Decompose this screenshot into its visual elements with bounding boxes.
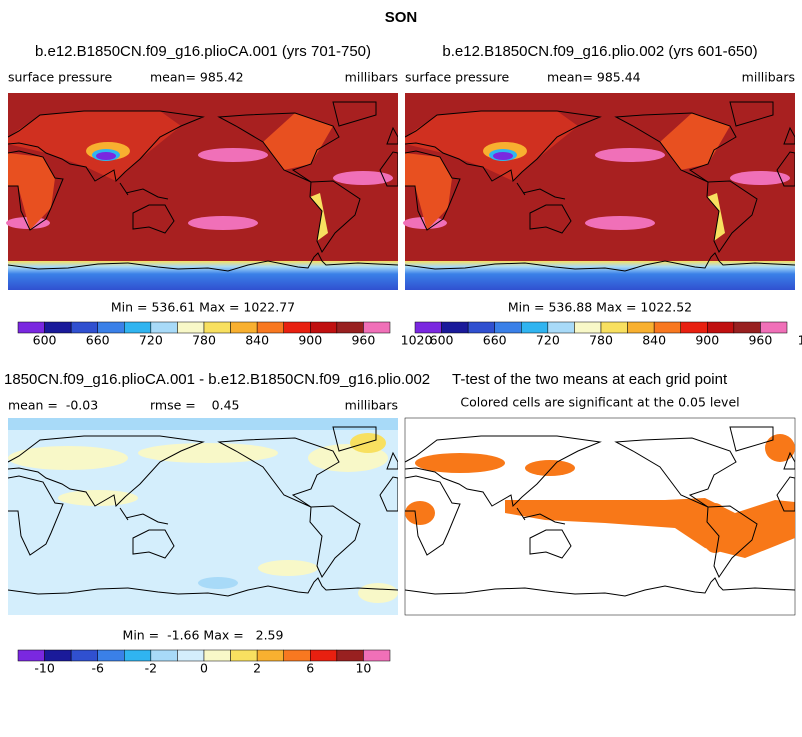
- colorbar-box: [44, 649, 72, 662]
- panel-subtitle: Colored cells are significant at the 0.0…: [460, 395, 739, 410]
- colorbar-box: [177, 649, 205, 662]
- colorbar-box: [150, 649, 178, 662]
- colorbar-label: 960: [748, 333, 772, 348]
- colorbar-box: [70, 321, 98, 334]
- colorbar-label: 900: [298, 333, 322, 348]
- colorbar-label: 960: [351, 333, 375, 348]
- colorbar-box: [680, 321, 708, 334]
- colorbar-box: [230, 321, 258, 334]
- colorbar-label: 660: [483, 333, 507, 348]
- colorbar-label: 0: [200, 661, 208, 676]
- panel-title: T-test of the two means at each grid poi…: [452, 371, 728, 388]
- panel-title: 1850CN.f09_g16.plioCA.001 - b.e12.B1850C…: [4, 371, 430, 388]
- colorbar-box: [70, 649, 98, 662]
- center-label: rmse = 0.45: [150, 398, 239, 413]
- map-panel: [6, 93, 398, 290]
- colorbar-box: [653, 321, 681, 334]
- colorbar-box: [203, 649, 231, 662]
- figure-title: SON: [385, 9, 418, 26]
- colorbar-label: 10: [355, 661, 371, 676]
- colorbar-box: [707, 321, 735, 334]
- colorbar-label: -6: [91, 661, 104, 676]
- panel-title: b.e12.B1850CN.f09_g16.plio.002 (yrs 601-…: [442, 43, 757, 60]
- colorbar-label: 780: [589, 333, 613, 348]
- map-panel: [8, 418, 398, 615]
- colorbar-box: [283, 649, 311, 662]
- colorbar-box: [547, 321, 575, 334]
- colorbar-box: [310, 321, 338, 334]
- colorbar-box: [600, 321, 628, 334]
- colorbar-box: [17, 321, 45, 334]
- colorbar-box: [203, 321, 231, 334]
- colorbar-label: 1020: [401, 333, 433, 348]
- colorbar-box: [230, 649, 258, 662]
- colorbar-box: [760, 321, 788, 334]
- colorbar-box: [414, 321, 442, 334]
- colorbar-box: [283, 321, 311, 334]
- center-label: mean= 985.42: [150, 70, 244, 85]
- colorbar-box: [97, 321, 125, 334]
- colorbar-label: 840: [642, 333, 666, 348]
- colorbar-box: [124, 321, 152, 334]
- colorbar-box: [494, 321, 522, 334]
- colorbar-box: [256, 649, 284, 662]
- colorbar-box: [310, 649, 338, 662]
- colorbar-label: 720: [536, 333, 560, 348]
- colorbar-box: [363, 321, 391, 334]
- map-panel: [404, 417, 796, 616]
- center-label: mean= 985.44: [547, 70, 641, 85]
- colorbar-box: [627, 321, 655, 334]
- colorbar-box: [521, 321, 549, 334]
- colorbar-box: [124, 649, 152, 662]
- min-max: Min = 536.61 Max = 1022.77: [111, 300, 295, 315]
- colorbar-box: [363, 649, 391, 662]
- colorbar-box: [44, 321, 72, 334]
- map-panel: [403, 93, 795, 290]
- colorbar-box: [17, 649, 45, 662]
- colorbar-box: [336, 649, 364, 662]
- left-label: surface pressure: [8, 70, 112, 85]
- colorbar-label: 840: [245, 333, 269, 348]
- colorbar-label: 600: [33, 333, 57, 348]
- units-label: millibars: [345, 70, 398, 85]
- left-label: mean = -0.03: [8, 398, 98, 413]
- units-label: millibars: [345, 398, 398, 413]
- colorbar-box: [150, 321, 178, 334]
- colorbar-box: [336, 321, 364, 334]
- colorbar-label: 2: [253, 661, 261, 676]
- colorbar-box: [733, 321, 761, 334]
- colorbar-box: [177, 321, 205, 334]
- colorbar-label: 900: [695, 333, 719, 348]
- panel-title: b.e12.B1850CN.f09_g16.plioCA.001 (yrs 70…: [35, 43, 371, 60]
- colorbar-label: -10: [34, 661, 54, 676]
- colorbar-box: [97, 649, 125, 662]
- min-max: Min = -1.66 Max = 2.59: [123, 628, 284, 643]
- colorbar-label: 720: [139, 333, 163, 348]
- min-max: Min = 536.88 Max = 1022.52: [508, 300, 692, 315]
- colorbar-box: [574, 321, 602, 334]
- colorbar-label: 600: [430, 333, 454, 348]
- units-label: millibars: [742, 70, 795, 85]
- left-label: surface pressure: [405, 70, 509, 85]
- colorbar-label: 780: [192, 333, 216, 348]
- colorbar-box: [441, 321, 469, 334]
- colorbar-label: 6: [306, 661, 314, 676]
- colorbar-label: -2: [145, 661, 157, 676]
- colorbar-label: 1020: [798, 333, 802, 348]
- colorbar-box: [256, 321, 284, 334]
- colorbar-label: 660: [86, 333, 110, 348]
- colorbar-box: [467, 321, 495, 334]
